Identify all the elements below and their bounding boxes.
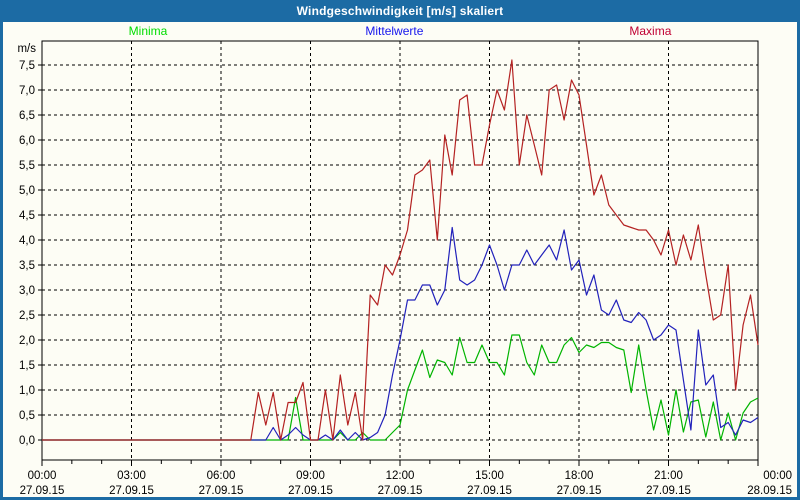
- y-tick-label: 2,5: [19, 310, 35, 322]
- x-tick-time: 15:00: [475, 470, 504, 482]
- y-tick-label: 3,0: [19, 285, 35, 297]
- x-tick-date: 27.09.15: [378, 485, 423, 497]
- y-tick-label: 4,5: [19, 210, 35, 222]
- series-lines: [42, 59, 759, 441]
- y-tick-label: 2,0: [19, 335, 35, 347]
- h-gridlines: [42, 64, 758, 441]
- y-tick-label: 7,0: [19, 85, 35, 97]
- y-tick-label: 1,5: [19, 360, 35, 372]
- x-tick-date: 27.09.15: [557, 485, 602, 497]
- y-tick-label: 6,5: [19, 110, 35, 122]
- x-tick-time: 21:00: [654, 470, 683, 482]
- y-tick-label: 3,5: [19, 260, 35, 272]
- window-title: Windgeschwindigkeit [m/s] skaliert: [296, 4, 504, 18]
- v-gridlines: [131, 41, 669, 460]
- y-tick-label: 5,0: [19, 185, 35, 197]
- legend-maxima: Maxima: [629, 24, 672, 38]
- y-tick-label: 4,0: [19, 235, 35, 247]
- y-axis-unit: m/s: [17, 43, 36, 55]
- y-tick-label: 0,5: [19, 410, 35, 422]
- window-frame-bottom: [0, 497, 800, 500]
- x-tick-time: 06:00: [207, 470, 236, 482]
- series-minima-line: [42, 334, 759, 441]
- x-tick-time: 12:00: [386, 470, 415, 482]
- y-tick-label: 1,0: [19, 385, 35, 397]
- y-tick-label: 6,0: [19, 135, 35, 147]
- legend: Minima Mittelwerte Maxima: [0, 24, 800, 41]
- y-tick-label: 0,0: [19, 435, 35, 447]
- x-tick-time: 00:00: [28, 470, 57, 482]
- x-tick-date: 28.09.15: [747, 485, 792, 497]
- x-tick-date: 27.09.15: [199, 485, 244, 497]
- x-tick-date: 27.09.15: [20, 485, 65, 497]
- y-axis-labels: 0,0 0,5 1,0 1,5 2,0 2,5 3,0 3,5 4,0 4,5 5,0 5,5 6,0 6…: [19, 60, 42, 447]
- legend-mittelwerte: Mittelwerte: [365, 24, 424, 38]
- chart-area: 0,0 0,5 1,0 1,5 2,0 2,5 3,0 3,5 4,0 4,5 5,0 5,5 6,0 6…: [17, 40, 792, 497]
- x-tick-date: 27.09.15: [109, 485, 154, 497]
- y-tick-label: 5,5: [19, 160, 35, 172]
- plot-border: [41, 40, 759, 461]
- x-tick-time: 09:00: [296, 470, 325, 482]
- x-axis-labels: 00:00 27.09.15 03:00 27.09.15 06:00 27.09.15 0…: [20, 460, 792, 497]
- window-frame-right: [797, 22, 800, 500]
- window-frame-left: [0, 22, 3, 500]
- x-tick-date: 27.09.15: [467, 485, 512, 497]
- x-tick-time: 03:00: [117, 470, 146, 482]
- x-tick-date: 27.09.15: [288, 485, 333, 497]
- legend-minima: Minima: [128, 24, 168, 38]
- title-bar: Windgeschwindigkeit [m/s] skaliert: [0, 0, 800, 22]
- y-tick-label: 7,5: [19, 60, 35, 72]
- x-tick-date: 27.09.15: [646, 485, 691, 497]
- x-tick-time: 18:00: [565, 470, 594, 482]
- series-maxima-line: [42, 59, 759, 441]
- x-tick-time: 00:00: [763, 470, 792, 482]
